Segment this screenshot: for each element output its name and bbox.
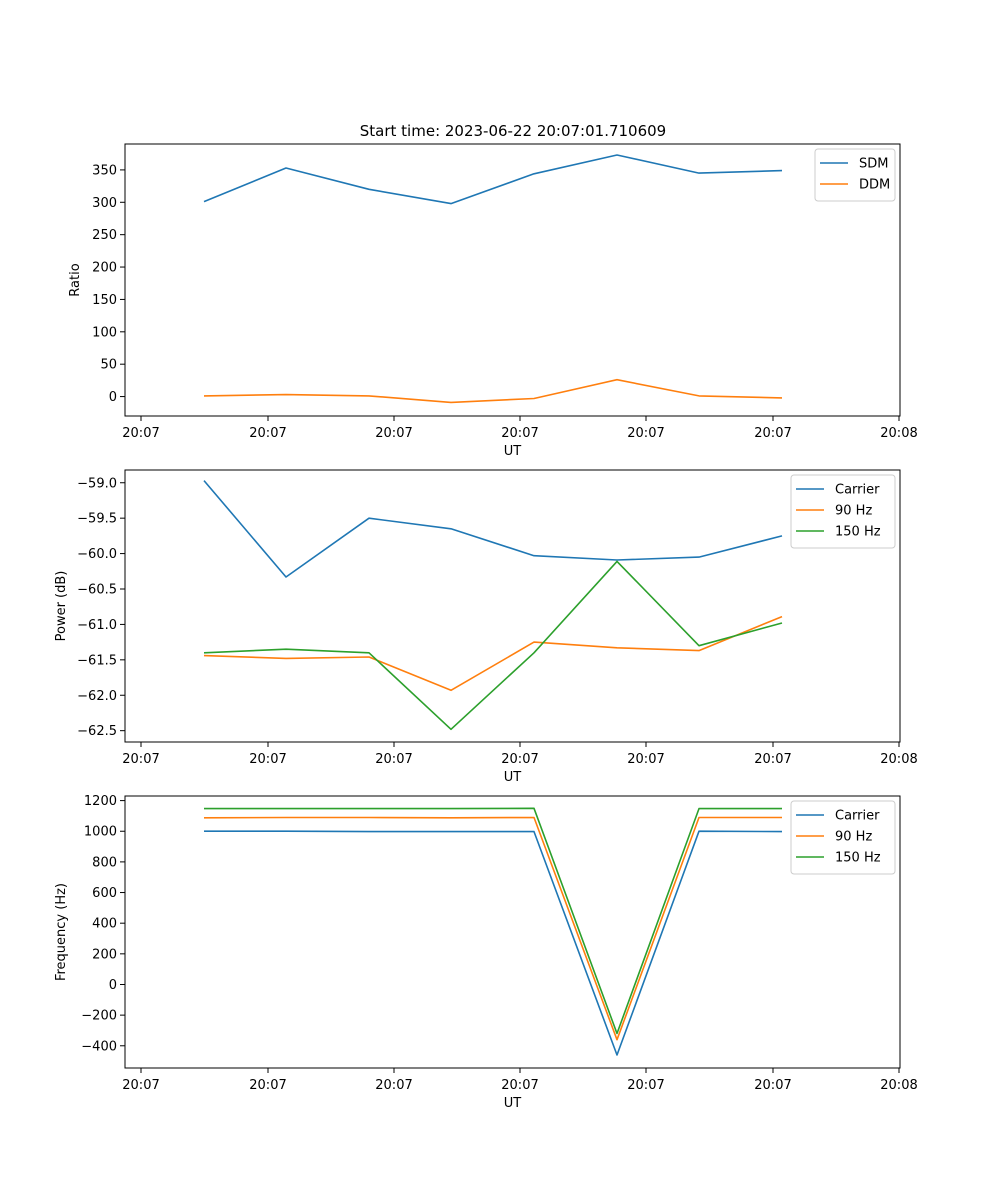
x-tick-label: 20:07 [627,426,664,441]
series-line-150-hz [204,807,782,1035]
legend: SDM DDM [814,148,896,202]
axes-frame [124,795,901,1069]
legend-label: SDM [859,157,888,172]
x-tick-label: 20:07 [249,426,286,441]
figure-title: Start time: 2023-06-22 20:07:01.710609 [360,122,666,140]
y-tick-label: 200 [92,947,117,962]
y-tick-label: −59.0 [77,476,117,491]
y-tick-label: 150 [92,293,117,308]
y-tick-label: 100 [92,325,117,340]
x-tick-label: 20:07 [375,752,412,767]
x-tick-label: 20:07 [501,1078,538,1093]
x-tick-label: 20:08 [880,426,917,441]
panel-3: 20:07 20:07 20:07 20:07 20:07 20:07 20:08 −400 −… [54,794,918,1111]
axes-frame [124,143,901,417]
y-tick-label: −62.0 [77,689,117,704]
panel-1: 20:07 20:07 20:07 20:07 20:07 20:07 20:08 0 50 10… [68,143,918,459]
y-tick-label: 50 [100,358,117,373]
y-tick-label: 200 [92,261,117,276]
y-tick-label: −61.5 [77,653,117,668]
x-axis-label: UT [504,1096,522,1111]
x-tick-label: 20:07 [754,426,791,441]
x-tick-label: 20:07 [754,1078,791,1093]
legend-label: 90 Hz [835,830,872,845]
legend-box [814,148,896,202]
y-tick-label: 0 [109,978,117,993]
x-tick-label: 20:07 [249,752,286,767]
y-axis-label: Ratio [68,263,83,296]
x-tick-label: 20:08 [880,1078,917,1093]
y-tick-label: −61.0 [77,618,117,633]
series-line-sdm [203,154,783,205]
series-line-carrier [204,830,783,1056]
x-tick-label: 20:08 [880,752,917,767]
legend-label: Carrier [835,483,880,498]
legend-label: DDM [859,178,890,193]
x-tick-label: 20:07 [754,752,791,767]
x-axis-label: UT [504,770,522,785]
y-tick-label: 800 [92,855,117,870]
legend-label: 150 Hz [835,525,881,540]
y-tick-label: 1000 [84,825,117,840]
legend: Carrier 90 Hz 150 Hz [790,800,896,875]
y-tick-label: 300 [92,196,117,211]
y-tick-label: 350 [92,163,117,178]
x-tick-label: 20:07 [501,752,538,767]
axes-frame [124,469,901,743]
y-tick-label: −59.5 [77,512,117,527]
x-tick-label: 20:07 [627,1078,664,1093]
y-tick-label: −62.5 [77,724,117,739]
series-line-ddm [203,378,783,404]
y-tick-label: 400 [92,917,117,932]
legend-label: 90 Hz [835,504,872,519]
series-line-90-hz [203,615,783,692]
series-line-90-hz [203,816,782,1041]
y-tick-label: 250 [92,228,117,243]
x-tick-label: 20:07 [249,1078,286,1093]
legend-label: Carrier [835,809,880,824]
legend: Carrier 90 Hz 150 Hz [790,474,896,549]
y-axis-label: Frequency (Hz) [54,883,69,981]
legend-label: 150 Hz [835,851,881,866]
x-tick-label: 20:07 [122,752,159,767]
x-tick-label: 20:07 [122,1078,159,1093]
legend-box [790,474,896,549]
y-tick-label: 600 [92,886,117,901]
panel-2: 20:07 20:07 20:07 20:07 20:07 20:07 20:08 −59.0… [54,469,918,785]
y-tick-label: −400 [81,1039,117,1054]
y-tick-label: −60.0 [77,547,117,562]
y-tick-label: −60.5 [77,583,117,598]
y-tick-label: 1200 [84,794,117,809]
x-tick-label: 20:07 [122,426,159,441]
x-axis-label: UT [504,444,522,459]
x-tick-label: 20:07 [501,426,538,441]
y-tick-label: 0 [109,390,117,405]
x-tick-label: 20:07 [375,1078,412,1093]
x-tick-label: 20:07 [627,752,664,767]
x-tick-label: 20:07 [375,426,412,441]
y-tick-label: −200 [81,1009,117,1024]
y-axis-label: Power (dB) [54,571,69,642]
series-line-150-hz [203,560,783,731]
legend-box [790,800,896,875]
series-line-carrier [203,480,783,578]
